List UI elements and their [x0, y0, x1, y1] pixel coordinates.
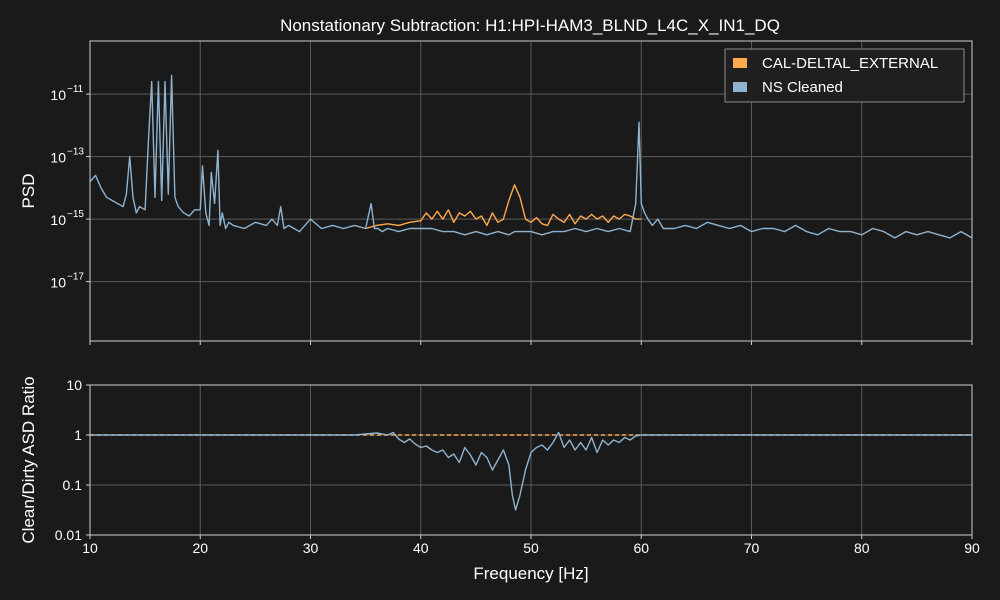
psd-y-tick-label: 10	[50, 275, 66, 291]
x-tick-label: 70	[744, 540, 760, 556]
psd-series	[89, 74, 973, 239]
legend-box	[724, 48, 965, 103]
psd-y-axis-label: PSD	[19, 174, 38, 209]
psd-y-tick-exponent: −11	[67, 84, 84, 95]
psd-panel: Nonstationary Subtraction: H1:HPI-HAM3_B…	[19, 16, 973, 345]
ratio-y-tick-label: 1	[74, 427, 82, 443]
psd-y-tick-exponent: −17	[67, 272, 84, 283]
ratio-y-axis-label: Clean/Dirty ASD Ratio	[19, 376, 38, 543]
legend: CAL-DELTAL_EXTERNAL NS Cleaned	[724, 48, 965, 103]
psd-y-tick-label: 10	[50, 150, 66, 166]
ratio-series	[90, 431, 972, 511]
legend-swatch-cal-deltal	[733, 58, 747, 68]
x-tick-label: 30	[303, 540, 319, 556]
ratio-y-tick-label: 10	[66, 377, 82, 393]
ratio-y-tick-label: 0.1	[63, 477, 83, 493]
x-tick-label: 80	[854, 540, 870, 556]
ratio-panel: 10 1 0.1 0.01 10 20 30 40 50 60 70 80 90 Clean/Dirt…	[19, 376, 980, 583]
x-tick-label: 90	[964, 540, 980, 556]
psd-x-ticks	[89, 341, 973, 345]
ratio-y-tick-label: 0.01	[55, 527, 82, 543]
x-tick-label: 10	[82, 540, 98, 556]
x-tick-label: 60	[633, 540, 649, 556]
x-tick-label: 40	[413, 540, 429, 556]
legend-label-cal-deltal: CAL-DELTAL_EXTERNAL	[762, 55, 938, 72]
legend-label-ns-cleaned: NS Cleaned	[762, 79, 843, 96]
ratio-y-ticks: 10 1 0.1 0.01	[55, 377, 90, 543]
ratio-x-ticks: 10 20 30 40 50 60 70 80 90	[82, 535, 980, 556]
series-ns-cleaned	[89, 74, 973, 239]
psd-y-tick-label: 10	[50, 212, 66, 228]
psd-y-tick-exponent: −15	[67, 209, 84, 220]
chart-title: Nonstationary Subtraction: H1:HPI-HAM3_B…	[280, 16, 780, 35]
x-tick-label: 50	[523, 540, 539, 556]
psd-y-tick-exponent: −13	[67, 147, 84, 158]
ratio-line	[90, 431, 972, 511]
series-cal-deltal-external	[365, 184, 642, 230]
legend-swatch-ns-cleaned	[733, 82, 747, 92]
x-tick-label: 20	[192, 540, 208, 556]
psd-y-tick-label: 10	[50, 87, 66, 103]
x-axis-label: Frequency [Hz]	[473, 564, 588, 583]
